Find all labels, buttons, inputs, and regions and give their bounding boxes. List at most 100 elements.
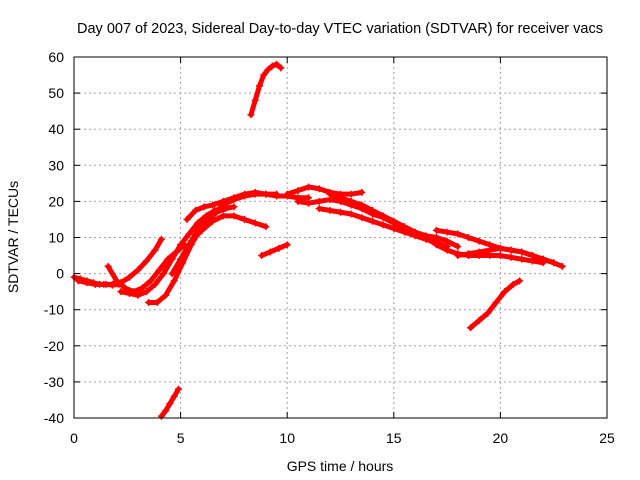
data-point [443, 246, 451, 254]
x-axis-label: GPS time / hours [287, 458, 394, 474]
data-point [467, 324, 475, 332]
data-point [177, 241, 185, 249]
data-point [185, 230, 193, 238]
data-point [74, 277, 82, 285]
data-point [273, 190, 281, 198]
data-point [347, 190, 355, 198]
data-point [151, 246, 159, 254]
data-point [509, 280, 517, 288]
series-arc-14 [326, 190, 462, 251]
data-point [209, 217, 217, 225]
y-tick-label: 20 [48, 193, 64, 209]
y-tick-label: -40 [44, 410, 64, 426]
data-point [192, 206, 200, 214]
series-arc-19 [157, 385, 182, 420]
data-point [486, 246, 494, 254]
data-point [200, 203, 208, 211]
data-point [400, 223, 408, 231]
series-trace [75, 236, 164, 287]
data-point [464, 250, 472, 258]
series-trace [178, 213, 269, 262]
x-axis-ticks: 0 5 10 15 20 25 [70, 57, 615, 446]
plot-frame [73, 56, 608, 419]
data-point [507, 253, 515, 261]
data-point [91, 280, 99, 288]
y-axis-label: SDTVAR / TECUs [5, 181, 21, 293]
data-point [230, 203, 238, 211]
data-point [209, 201, 217, 209]
data-point [379, 212, 387, 220]
chart-title: Day 007 of 2023, Sidereal Day-to-day VTE… [77, 21, 603, 37]
data-point [170, 392, 178, 400]
data-point [113, 277, 121, 285]
series-arc-8 [183, 188, 281, 223]
data-point [166, 400, 174, 408]
data-point [283, 190, 291, 198]
data-point [142, 257, 150, 265]
data-point [550, 259, 558, 267]
data-point [134, 266, 142, 274]
data-point [247, 111, 255, 119]
y-tick-label: 0 [56, 266, 64, 282]
data-point [337, 194, 344, 202]
data-point [454, 252, 462, 260]
data-point [496, 252, 504, 260]
data-point [368, 206, 376, 214]
data-point [162, 407, 170, 415]
x-tick-label: 25 [599, 430, 615, 446]
series-arc-18 [467, 277, 524, 332]
data-point [264, 66, 272, 74]
data-point [475, 248, 483, 256]
data-point [475, 317, 483, 325]
data-point [507, 246, 515, 254]
data-point [558, 262, 566, 270]
data-point [262, 190, 270, 198]
data-point [117, 288, 125, 296]
data-point [390, 217, 398, 225]
data-point [432, 241, 440, 249]
data-point [315, 185, 323, 193]
data-point [170, 277, 178, 285]
y-tick-label: 40 [48, 121, 64, 137]
data-point [315, 197, 323, 205]
data-point [294, 197, 302, 205]
y-tick-label: -20 [44, 338, 64, 354]
data-point [157, 235, 165, 243]
x-tick-label: 0 [70, 430, 78, 446]
series-arc-17 [454, 244, 558, 267]
data-point [100, 280, 108, 288]
series-trace [248, 61, 284, 118]
data-point [337, 208, 344, 216]
data-point [202, 215, 210, 223]
data-point [138, 284, 146, 292]
x-tick-label: 15 [386, 430, 402, 446]
y-tick-label: 30 [48, 157, 64, 173]
data-point [277, 64, 285, 72]
data-point [283, 241, 291, 249]
data-point [411, 228, 419, 236]
data-point [157, 412, 165, 420]
data-point [241, 190, 249, 198]
data-point [379, 221, 387, 229]
series-arc-7 [177, 212, 270, 263]
data-point [260, 71, 268, 79]
data-point [496, 244, 504, 252]
data-point [198, 226, 206, 234]
data-point [390, 224, 398, 232]
data-point [174, 385, 182, 393]
series-arc-9 [247, 60, 285, 119]
data-point [147, 277, 155, 285]
y-tick-label: -30 [44, 374, 64, 390]
data-point [251, 188, 259, 196]
data-point [347, 197, 355, 205]
data-point [443, 228, 451, 236]
data-point [432, 226, 440, 234]
data-point [125, 273, 133, 281]
data-point [484, 309, 492, 317]
y-tick-label: 60 [48, 49, 64, 65]
data-point [528, 252, 536, 260]
data-point [155, 266, 163, 274]
data-point [368, 217, 376, 225]
data-point [432, 234, 440, 241]
